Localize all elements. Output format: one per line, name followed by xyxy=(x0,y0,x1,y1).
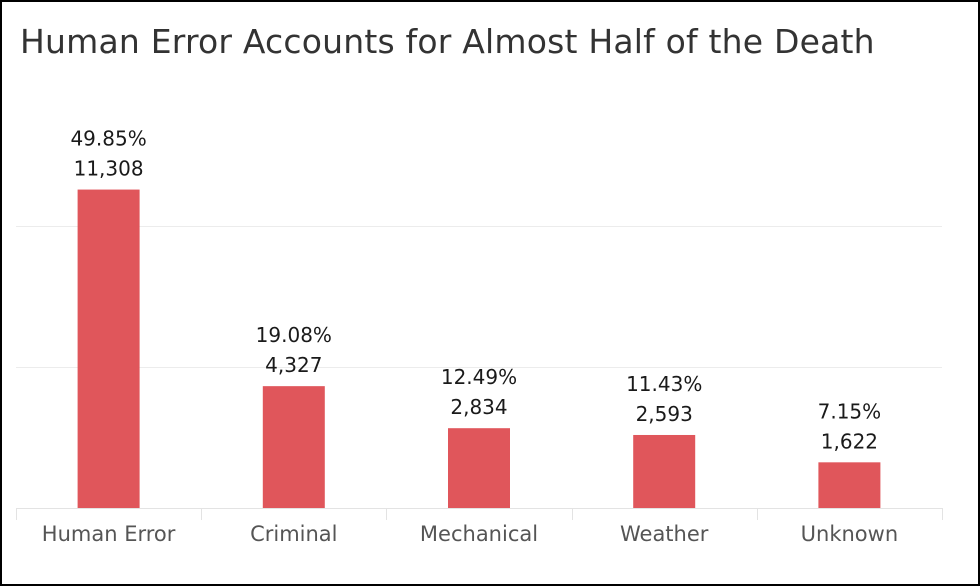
bar-1 xyxy=(262,386,325,508)
category-label-4: Unknown xyxy=(801,522,898,546)
percent-label-4: 7.15% xyxy=(818,399,882,423)
percent-label-2: 12.49% xyxy=(441,365,517,389)
percent-label-3: 11.43% xyxy=(626,372,702,396)
bar-3 xyxy=(633,434,696,508)
value-label-2: 2,834 xyxy=(450,395,507,419)
value-label-4: 1,622 xyxy=(821,429,878,453)
value-label-0: 11,308 xyxy=(74,157,144,181)
chart-title: Human Error Accounts for Almost Half of … xyxy=(20,22,875,61)
category-label-1: Criminal xyxy=(250,522,337,546)
bar-2 xyxy=(448,428,510,508)
bar-0 xyxy=(77,189,140,509)
percent-label-1: 19.08% xyxy=(256,323,332,347)
category-label-0: Human Error xyxy=(42,522,176,546)
value-label-3: 2,593 xyxy=(636,402,693,426)
value-label-1: 4,327 xyxy=(265,353,322,377)
bar-4 xyxy=(818,462,881,508)
category-label-3: Weather xyxy=(620,522,709,546)
category-label-2: Mechanical xyxy=(420,522,538,546)
percent-label-0: 49.85% xyxy=(70,127,146,151)
